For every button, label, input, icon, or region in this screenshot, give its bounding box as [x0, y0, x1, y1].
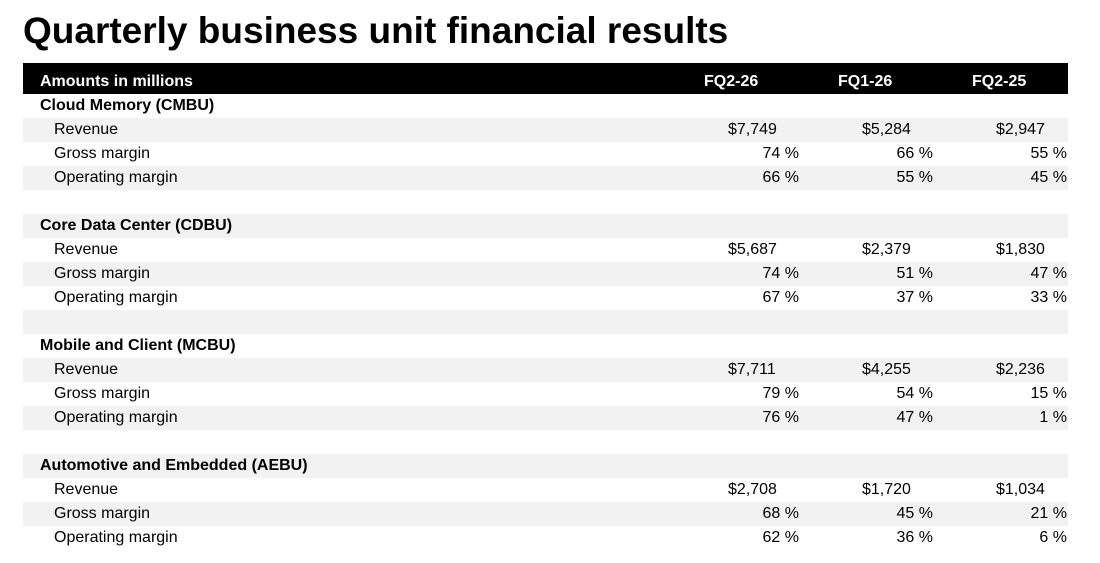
table-header: Amounts in millions FQ2-26 FQ1-26 FQ2-25	[23, 63, 1068, 94]
column-header: FQ1-26	[838, 73, 893, 90]
cell-value: 45 %	[1030, 169, 1067, 186]
cell-value: 37 %	[896, 289, 933, 306]
table-row-operating-margin: Operating margin 66 % 55 % 45 %	[23, 166, 1068, 190]
table-row-gross-margin: Gross margin 79 % 54 % 15 %	[23, 382, 1068, 406]
segment-title-row: Cloud Memory (CMBU)	[23, 94, 1068, 118]
cell-value: 54 %	[896, 385, 933, 402]
table-row-operating-margin: Operating margin 62 % 36 % 6 %	[23, 526, 1068, 550]
table-row-gross-margin: Gross margin 74 % 51 % 47 %	[23, 262, 1068, 286]
cell-value: 76 %	[762, 409, 799, 426]
metric-label: Revenue	[54, 361, 119, 378]
cell-value: 21 %	[1030, 505, 1067, 522]
segment-title-row: Mobile and Client (MCBU)	[23, 334, 1068, 358]
table-row-gross-margin: Gross margin 68 % 45 % 21 %	[23, 502, 1068, 526]
metric-label: Revenue	[54, 481, 119, 498]
cell-value: 33 %	[1030, 289, 1067, 306]
metric-label: Operating margin	[54, 409, 178, 426]
cell-value: 74 %	[762, 265, 799, 282]
segment-title: Mobile and Client (MCBU)	[40, 337, 236, 354]
cell-value: $2,236	[996, 361, 1045, 378]
cell-value: 1 %	[1039, 409, 1067, 426]
cell-value: 36 %	[896, 529, 933, 546]
segment-title-row: Automotive and Embedded (AEBU)	[23, 454, 1068, 478]
table-row-operating-margin: Operating margin 67 % 37 % 33 %	[23, 286, 1068, 310]
metric-label: Gross margin	[54, 505, 151, 522]
cell-value: 66 %	[762, 169, 799, 186]
cell-value: 55 %	[896, 169, 933, 186]
spacer-row	[23, 310, 1068, 334]
metric-label: Gross margin	[54, 265, 151, 282]
cell-value: $2,379	[862, 241, 911, 258]
metric-label: Operating margin	[54, 169, 178, 186]
cell-value: 47 %	[896, 409, 933, 426]
cell-value: $5,687	[728, 241, 777, 258]
spacer-row	[23, 430, 1068, 454]
cell-value: $4,255	[862, 361, 911, 378]
cell-value: $2,947	[996, 121, 1045, 138]
spacer-row	[23, 190, 1068, 214]
cell-value: 6 %	[1039, 529, 1067, 546]
results-table: Amounts in millions FQ2-26 FQ1-26 FQ2-25…	[23, 63, 1068, 550]
metric-label: Gross margin	[54, 145, 151, 162]
cell-value: 15 %	[1030, 385, 1067, 402]
metric-label: Gross margin	[54, 385, 151, 402]
cell-value: 67 %	[762, 289, 799, 306]
cell-value: 45 %	[896, 505, 933, 522]
cell-value: 47 %	[1030, 265, 1067, 282]
cell-value: $1,720	[862, 481, 911, 498]
segment-title-row: Core Data Center (CDBU)	[23, 214, 1068, 238]
table-row-revenue: Revenue $7,749 $5,284 $2,947	[23, 118, 1068, 142]
metric-label: Operating margin	[54, 529, 178, 546]
cell-value: $1,034	[996, 481, 1045, 498]
page-title: Quarterly business unit financial result…	[23, 10, 729, 51]
table-row-revenue: Revenue $7,711 $4,255 $2,236	[23, 358, 1068, 382]
header-label: Amounts in millions	[40, 73, 193, 90]
cell-value: 62 %	[762, 529, 799, 546]
cell-value: $5,284	[862, 121, 911, 138]
segment-title: Automotive and Embedded (AEBU)	[40, 457, 308, 474]
table-row-revenue: Revenue $5,687 $2,379 $1,830	[23, 238, 1068, 262]
cell-value: 68 %	[762, 505, 799, 522]
metric-label: Revenue	[54, 121, 119, 138]
segment-title: Cloud Memory (CMBU)	[40, 97, 215, 114]
column-header: FQ2-25	[972, 73, 1027, 90]
metric-label: Revenue	[54, 241, 119, 258]
segment-title: Core Data Center (CDBU)	[40, 217, 233, 234]
cell-value: $7,711	[728, 361, 776, 378]
cell-value: 79 %	[762, 385, 799, 402]
table-row-gross-margin: Gross margin 74 % 66 % 55 %	[23, 142, 1068, 166]
cell-value: 74 %	[762, 145, 799, 162]
table-row-revenue: Revenue $2,708 $1,720 $1,034	[23, 478, 1068, 502]
cell-value: $1,830	[996, 241, 1045, 258]
column-header: FQ2-26	[704, 73, 759, 90]
cell-value: $7,749	[728, 121, 777, 138]
table-row-operating-margin: Operating margin 76 % 47 % 1 %	[23, 406, 1068, 430]
metric-label: Operating margin	[54, 289, 178, 306]
cell-value: 66 %	[896, 145, 933, 162]
cell-value: $2,708	[728, 481, 777, 498]
cell-value: 55 %	[1030, 145, 1067, 162]
cell-value: 51 %	[896, 265, 933, 282]
